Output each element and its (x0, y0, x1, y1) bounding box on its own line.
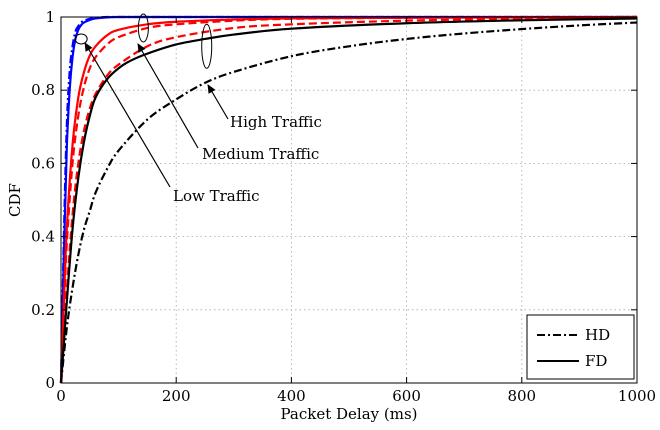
plot-frame (60, 16, 638, 384)
axis-ticks: 0 200 400 600 800 1000 0 0.2 0.4 0.6 0.8 1 (31, 8, 656, 405)
y-tick-label: 0.4 (31, 228, 55, 246)
x-tick-label: 400 (277, 387, 306, 405)
annotation-arrow (84, 42, 171, 188)
x-tick-label: 800 (507, 387, 536, 405)
series-line-medium-fd-3 (59, 15, 638, 384)
annotation-label: Low Traffic (173, 187, 260, 205)
y-axis-label: CDF (6, 183, 24, 217)
annotation-label: Medium Traffic (202, 145, 319, 163)
y-tick-label: 0.6 (31, 154, 55, 172)
annotation-arrow (207, 84, 229, 120)
annotation-ellipse (74, 33, 88, 45)
x-tick-label: 200 (162, 387, 191, 405)
annotations: High Traffic Medium Traffic Low Traffic (74, 13, 322, 205)
y-tick-label: 1 (45, 8, 55, 26)
series-line-high-hd-6 (59, 21, 638, 384)
annotation-ellipse (201, 23, 213, 69)
y-tick-label: 0 (45, 374, 55, 392)
y-tick-label: 0.8 (31, 81, 55, 99)
legend-label-hd: HD (585, 326, 610, 344)
x-axis-label: Packet Delay (ms) (280, 405, 417, 423)
x-tick-label: 600 (392, 387, 421, 405)
annotation-label: High Traffic (230, 113, 322, 131)
x-tick-label: 1000 (618, 387, 656, 405)
series-line-high-fd-5 (59, 17, 638, 384)
y-tick-label: 0.2 (31, 301, 55, 319)
annotation-ellipse (137, 13, 149, 43)
grid (61, 17, 637, 383)
legend-label-fd: FD (585, 352, 607, 370)
legend-box (526, 314, 635, 380)
legend: HD FD (526, 314, 635, 380)
annotation-arrow (137, 43, 199, 149)
x-tick-label: 0 (56, 387, 66, 405)
